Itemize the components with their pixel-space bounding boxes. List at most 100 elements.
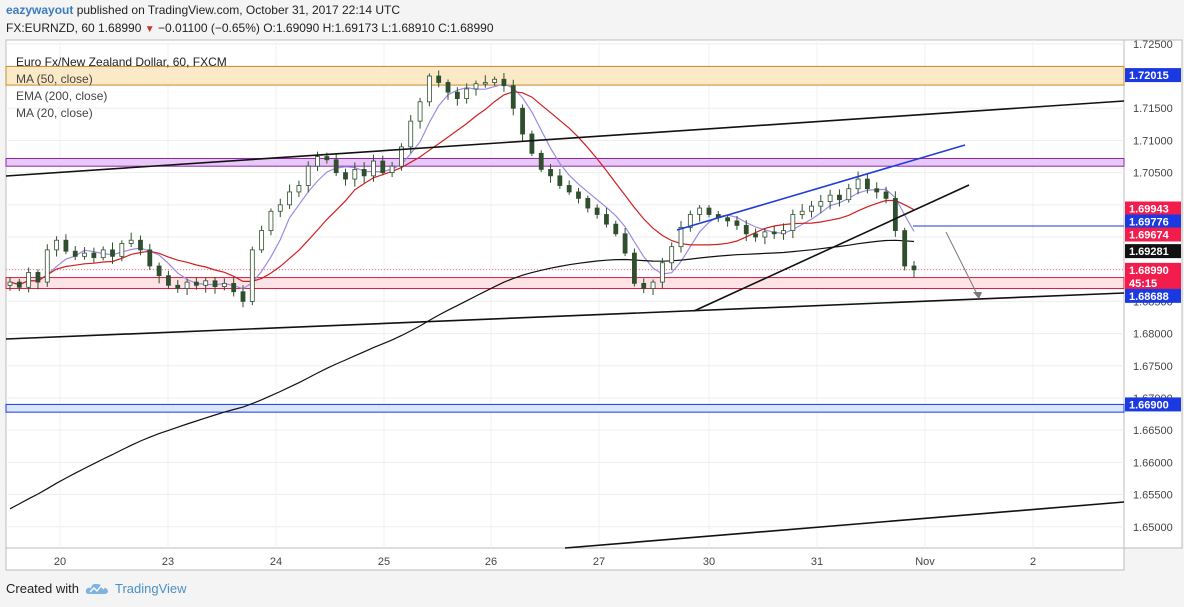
candle-body — [613, 223, 619, 235]
zone-tan — [5, 65, 1125, 86]
trend-lines — [5, 100, 1125, 549]
candle-body — [166, 275, 171, 286]
projection-arrow[interactable] — [945, 231, 980, 299]
price-label-text: 45:15 — [1129, 278, 1157, 290]
candles — [7, 70, 917, 308]
candle-body — [557, 175, 563, 186]
zone-red — [5, 277, 1125, 290]
y-tick-label: 1.65500 — [1133, 490, 1173, 502]
candle-body — [324, 156, 330, 161]
candle-body — [641, 282, 647, 289]
price-label-text: 1.69943 — [1129, 203, 1169, 215]
tradingview-link[interactable]: TradingView — [114, 581, 187, 596]
y-tick-label: 1.65000 — [1133, 522, 1173, 534]
rising-wedge-resistance[interactable] — [676, 144, 966, 231]
lower-channel-line[interactable] — [5, 292, 1125, 340]
candle-body — [259, 230, 265, 251]
candle-body — [809, 205, 814, 212]
candle-body — [54, 239, 59, 251]
candle-body — [110, 249, 115, 257]
candle-body — [762, 231, 768, 238]
upper-channel-line[interactable] — [5, 100, 1125, 177]
candle-body — [212, 280, 218, 287]
candle-body — [100, 249, 106, 259]
y-tick-label: 1.71500 — [1133, 103, 1173, 115]
created-with-text: Created with — [6, 581, 79, 596]
candle-body — [482, 82, 488, 85]
candle-body — [632, 252, 637, 284]
rising-wedge-support[interactable] — [693, 184, 970, 312]
candle-body — [268, 210, 274, 231]
candle-body — [846, 188, 852, 201]
ema200-line — [9, 239, 915, 510]
candle-body — [193, 281, 199, 286]
candle-body — [91, 252, 97, 259]
candle-body — [771, 231, 777, 235]
x-tick-label: 25 — [378, 556, 390, 568]
price-label-text: 1.68990 — [1129, 265, 1169, 277]
open-value: 1.69090 — [275, 21, 320, 35]
candle-body — [240, 291, 246, 302]
candle-body — [734, 220, 740, 226]
x-tick-label: 23 — [162, 556, 174, 568]
low-label: L: — [381, 21, 392, 35]
moving-averages — [9, 83, 915, 510]
x-tick-label: Nov — [915, 556, 935, 568]
y-tick-label: 1.66000 — [1133, 457, 1173, 469]
price-label-box — [1125, 397, 1181, 412]
candle-body — [594, 207, 600, 215]
price-label-text: 1.66900 — [1129, 399, 1169, 411]
chart-legend: Euro Fx/New Zealand Dollar, 60, FXCM MA … — [16, 54, 227, 122]
legend-title: Euro Fx/New Zealand Dollar, 60, FXCM — [16, 55, 227, 69]
zone-purple — [5, 157, 1125, 167]
candle-body — [445, 82, 451, 93]
candle-body — [659, 262, 665, 283]
candle-body — [26, 272, 32, 288]
candle-body — [687, 214, 693, 228]
candle-body — [138, 239, 143, 251]
publish-info: eazywayout published on TradingView.com,… — [6, 3, 400, 17]
horizontal-zones — [5, 65, 1125, 413]
candle-body — [352, 169, 358, 180]
legend-ma20[interactable]: MA (20, close) — [16, 106, 93, 120]
candle-body — [361, 169, 367, 177]
candle-body — [622, 233, 628, 254]
candle-body — [501, 78, 507, 87]
projection-arrowhead — [973, 292, 982, 299]
legend-ma50[interactable]: MA (50, close) — [16, 72, 93, 86]
candle-body — [678, 226, 684, 248]
candle-body — [175, 284, 181, 289]
candle-body — [538, 152, 544, 170]
candle-body — [799, 210, 805, 215]
bottom-channel-line[interactable] — [564, 501, 1125, 549]
ma50-line — [9, 91, 915, 286]
candle-body — [874, 188, 880, 193]
y-tick-label: 1.67500 — [1133, 361, 1173, 373]
candle-body — [566, 185, 572, 193]
publish-text: published on TradingView.com, October 31… — [76, 3, 401, 17]
x-tick-label: 26 — [485, 556, 497, 568]
candle-body — [343, 172, 348, 180]
candle-body — [883, 191, 889, 199]
close-value: 1.68990 — [450, 21, 494, 35]
candle-body — [669, 246, 675, 264]
candle-body — [7, 281, 13, 286]
candle-body — [333, 159, 339, 174]
candle-body — [380, 160, 386, 174]
legend-ema200[interactable]: EMA (200, close) — [16, 89, 108, 103]
candle-body — [287, 191, 292, 206]
footer: Created with TradingView — [6, 581, 187, 596]
candle-body — [837, 194, 842, 201]
candle-body — [16, 281, 22, 288]
candle-body — [585, 197, 591, 209]
price-label-text: 1.69776 — [1129, 216, 1169, 228]
author-name[interactable]: eazywayout — [6, 3, 74, 17]
candle-body — [865, 178, 870, 190]
candle-body — [221, 282, 227, 287]
candle-body — [231, 282, 237, 293]
price-label-box — [1125, 244, 1181, 259]
x-tick-label: 27 — [593, 556, 605, 568]
y-tick-label: 1.72500 — [1133, 39, 1173, 51]
